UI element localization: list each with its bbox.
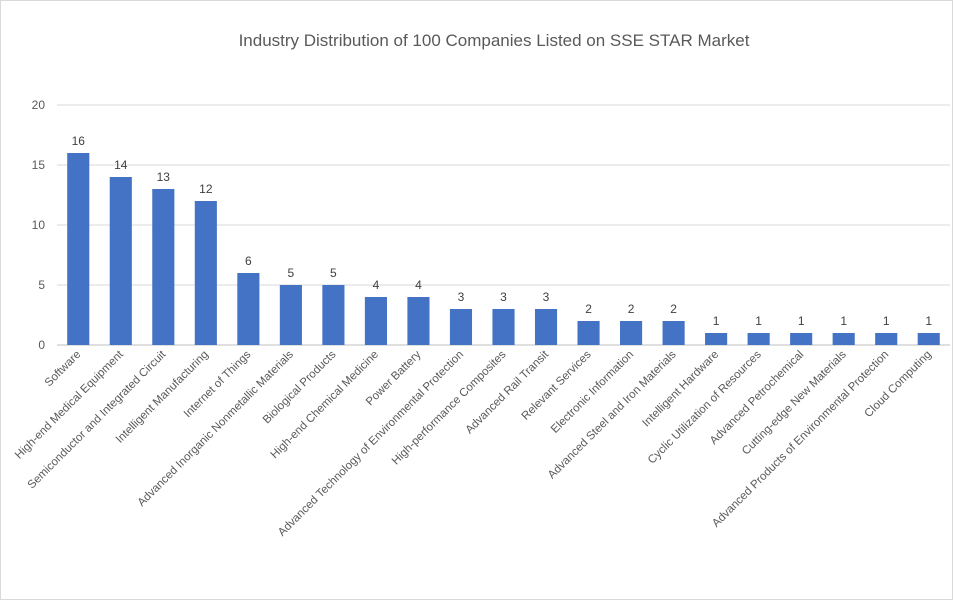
data-label: 2: [628, 302, 635, 316]
data-label: 1: [713, 314, 720, 328]
data-label: 1: [755, 314, 762, 328]
bar: [237, 273, 260, 345]
bar: [832, 333, 855, 345]
data-label: 12: [199, 182, 213, 196]
chart-title: Industry Distribution of 100 Companies L…: [239, 31, 750, 50]
category-label: Advanced Rail Transit: [464, 348, 552, 436]
data-label: 2: [585, 302, 592, 316]
data-label: 1: [840, 314, 847, 328]
data-label: 1: [883, 314, 890, 328]
data-labels: 16 14 13 12 6 5 5 4 4 3 3 3 2 2 2 1 1 1 1 1 1: [72, 134, 933, 328]
y-tick-label: 10: [32, 218, 46, 232]
bar: [152, 189, 175, 345]
y-tick-label: 5: [38, 278, 45, 292]
data-label: 3: [500, 290, 507, 304]
category-label: Software: [43, 349, 84, 390]
data-label: 5: [330, 266, 337, 280]
category-label: Electronic Information: [549, 349, 636, 436]
data-label: 2: [670, 302, 677, 316]
bar: [747, 333, 770, 345]
data-label: 13: [157, 170, 171, 184]
bar: [322, 285, 345, 345]
data-label: 3: [543, 290, 550, 304]
data-label: 4: [373, 278, 380, 292]
y-axis-ticks: 0 5 10 15 20: [32, 98, 46, 352]
category-label: Intelligent Hardware: [640, 349, 721, 430]
data-label: 3: [458, 290, 465, 304]
data-label: 16: [72, 134, 86, 148]
bar: [407, 297, 430, 345]
bar: [492, 309, 515, 345]
y-tick-label: 20: [32, 98, 46, 112]
data-label: 1: [798, 314, 805, 328]
y-tick-label: 15: [32, 158, 46, 172]
bar: [662, 321, 685, 345]
data-label: 4: [415, 278, 422, 292]
data-label: 6: [245, 254, 252, 268]
bar: [109, 177, 132, 345]
bar: [194, 201, 217, 345]
bar: [449, 309, 473, 345]
bars: [67, 153, 940, 345]
bar: [364, 297, 387, 345]
bar: [577, 321, 600, 345]
bar: [67, 153, 90, 345]
category-label: Biological Products: [261, 348, 339, 426]
bar: [790, 333, 813, 345]
category-label: Advanced Inorganic Nonmetallic Materials: [136, 348, 297, 509]
bar: [875, 333, 898, 345]
y-tick-label: 0: [38, 338, 45, 352]
bar: [279, 285, 302, 345]
bar: [917, 333, 940, 345]
data-label: 5: [288, 266, 295, 280]
data-label: 1: [925, 314, 932, 328]
bar: [534, 309, 558, 345]
bar: [620, 321, 643, 345]
bar: [705, 333, 728, 345]
data-label: 14: [114, 158, 128, 172]
